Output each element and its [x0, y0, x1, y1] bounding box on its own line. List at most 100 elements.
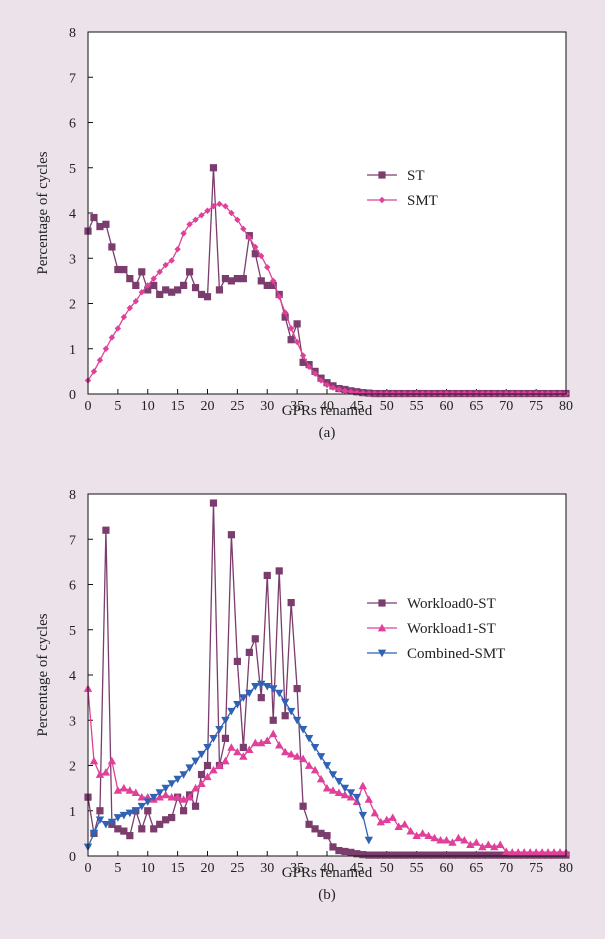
data-point-ST: [96, 222, 104, 231]
y-tick-label: 5: [69, 162, 76, 177]
data-point-Combined-SMT: [310, 744, 320, 752]
data-point-Workload1-ST: [549, 848, 559, 856]
data-point-SMT: [216, 200, 223, 208]
y-tick-label: 6: [69, 117, 76, 132]
data-point-Workload0-ST: [484, 851, 492, 859]
data-point-Workload1-ST: [269, 729, 278, 738]
x-tick-label: 15: [171, 399, 185, 414]
data-point-ST: [203, 293, 212, 301]
data-point-SMT: [281, 309, 289, 316]
data-point-Workload1-ST: [322, 783, 332, 792]
data-point-Workload1-ST: [185, 792, 194, 801]
data-point-SMT: [204, 207, 211, 214]
data-point-Workload1-ST: [370, 808, 379, 817]
data-point-Workload0-ST: [287, 599, 295, 607]
y-tick-label: 1: [69, 343, 76, 358]
data-point-Workload0-ST: [203, 761, 212, 770]
data-point-Combined-SMT: [316, 753, 326, 761]
data-point-Workload1-ST: [454, 833, 463, 842]
data-point-ST: [185, 268, 194, 276]
data-point-ST: [102, 220, 110, 228]
y-tick-label: 1: [69, 805, 76, 820]
data-point-Combined-SMT: [257, 680, 266, 689]
legend-marker-SMT: [378, 196, 386, 204]
data-point-SMT: [132, 298, 139, 305]
x-axis-label-b: GPRs renamed: [282, 865, 373, 881]
data-point-Workload1-ST: [233, 747, 242, 756]
data-point-SMT: [168, 257, 175, 264]
data-point-Workload1-ST: [245, 745, 254, 754]
data-point-Workload0-ST: [281, 712, 289, 720]
plot-frame-a: [87, 31, 567, 395]
data-point-Workload0-ST: [448, 851, 457, 859]
data-point-Workload1-ST: [275, 740, 284, 749]
data-point-Workload0-ST: [311, 825, 319, 833]
data-point-Workload0-ST: [180, 807, 188, 815]
data-point-Workload1-ST: [543, 848, 553, 856]
data-point-Combined-SMT: [143, 798, 152, 806]
x-tick-label: 25: [230, 399, 244, 414]
data-point-ST: [180, 281, 188, 289]
data-point-Workload1-ST: [263, 736, 272, 744]
y-axis-label-a: Percentage of cycles: [35, 151, 51, 274]
data-point-Combined-SMT: [203, 744, 212, 752]
data-point-Combined-SMT: [328, 771, 338, 779]
x-tick-label: 10: [141, 861, 155, 876]
data-point-Workload0-ST: [383, 851, 391, 859]
data-point-SMT: [293, 338, 301, 346]
x-tick-label: 30: [260, 861, 274, 876]
data-point-Workload0-ST: [120, 827, 128, 835]
data-point-SMT: [162, 261, 169, 269]
data-point-ST: [197, 290, 206, 299]
data-point-ST: [227, 277, 235, 285]
data-point-ST: [269, 281, 277, 289]
legend-label-Combined-SMT: Combined-SMT: [407, 646, 505, 662]
y-tick-label: 0: [69, 388, 76, 403]
y-tick-label: 5: [69, 624, 76, 639]
x-tick-label: 35: [290, 861, 304, 876]
data-point-Workload0-ST: [395, 851, 403, 859]
data-point-SMT: [210, 203, 217, 210]
data-point-Combined-SMT: [334, 777, 344, 786]
data-point-Combined-SMT: [358, 811, 368, 820]
data-point-Combined-SMT: [173, 775, 182, 784]
data-point-Combined-SMT: [149, 793, 158, 802]
data-point-Workload1-ST: [472, 838, 481, 846]
data-point-Combined-SMT: [89, 830, 99, 838]
data-point-Workload1-ST: [388, 813, 397, 821]
plot-area-a: [88, 32, 566, 394]
data-point-Combined-SMT: [131, 807, 140, 815]
x-tick-label: 75: [529, 861, 543, 876]
x-tick-label: 70: [499, 861, 513, 876]
data-point-Workload1-ST: [496, 840, 505, 849]
data-point-Workload1-ST: [257, 738, 266, 747]
data-point-Workload0-ST: [221, 734, 230, 742]
data-point-Combined-SMT: [352, 793, 362, 802]
y-tick-label: 3: [69, 252, 76, 267]
data-point-Combined-SMT: [340, 784, 350, 793]
data-point-Workload0-ST: [365, 851, 373, 859]
x-tick-label: 65: [469, 861, 483, 876]
data-point-Workload0-ST: [377, 851, 385, 859]
data-point-Workload1-ST: [227, 743, 236, 751]
data-point-Combined-SMT: [286, 707, 296, 716]
data-point-Workload1-ST: [328, 786, 338, 794]
data-point-Workload1-ST: [113, 786, 123, 794]
y-tick-label: 3: [69, 714, 76, 729]
data-point-SMT: [198, 212, 205, 219]
data-point-Workload0-ST: [299, 802, 307, 810]
data-point-Workload1-ST: [436, 835, 445, 844]
data-point-ST: [209, 164, 218, 172]
data-point-ST: [263, 281, 271, 289]
x-tick-label: 10: [141, 399, 155, 414]
data-point-Workload0-ST: [430, 851, 439, 859]
y-tick-label: 0: [69, 850, 76, 865]
data-point-Workload0-ST: [454, 851, 463, 859]
data-point-ST: [120, 265, 128, 274]
data-point-Workload0-ST: [472, 851, 480, 859]
x-tick-label: 40: [320, 399, 334, 414]
x-tick-label: 45: [350, 399, 364, 414]
y-tick-label: 7: [69, 71, 76, 86]
data-point-Combined-SMT: [233, 701, 242, 709]
